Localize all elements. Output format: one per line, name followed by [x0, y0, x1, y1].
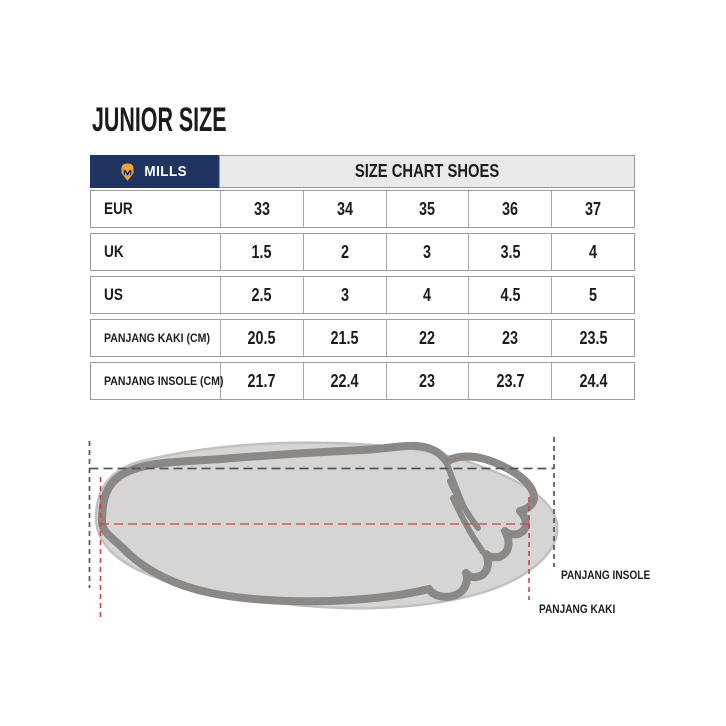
brand-name: MILLS	[144, 163, 188, 180]
size-value-cell: 3	[385, 234, 469, 270]
mills-helmet-icon	[121, 163, 134, 181]
size-value-cell: 1.5	[220, 234, 303, 270]
row-label: PANJANG INSOLE (CM)	[104, 374, 224, 388]
size-value-cell: 34	[302, 191, 386, 227]
toe-separator-lines	[444, 461, 486, 555]
table-row: EUR 33 34 35 36 37	[90, 190, 635, 228]
table-title-cell: SIZE CHART SHOES	[219, 155, 635, 188]
size-value-cell: 33	[220, 191, 303, 227]
size-value-cell: 4	[551, 234, 634, 270]
size-value-cell: 21.7	[220, 363, 303, 399]
size-value-cell: 24.4	[551, 363, 634, 399]
foot-outline	[98, 441, 538, 606]
size-value: 22	[419, 327, 436, 348]
foot-length-label: PANJANG KAKI	[539, 604, 616, 616]
size-value-cell: 2	[302, 234, 386, 270]
size-value: 34	[336, 198, 353, 219]
table-header-row: MILLS SIZE CHART SHOES	[90, 155, 635, 188]
table-row: PANJANG INSOLE (CM) 21.7 22.4 23 23.7 24.4	[90, 362, 635, 400]
row-label: EUR	[104, 199, 133, 218]
size-value: 20.5	[247, 327, 276, 348]
size-value: 23.7	[496, 370, 525, 391]
size-value: 4.5	[500, 284, 521, 305]
size-value: 21.7	[247, 370, 276, 391]
row-label-cell: PANJANG INSOLE (CM)	[91, 363, 224, 399]
size-value-cell: 21.5	[302, 320, 386, 356]
size-value: 24.4	[579, 370, 608, 391]
size-chart-table: MILLS SIZE CHART SHOES EUR 33 34 35 36 37 UK 1.…	[90, 155, 635, 400]
foot-diagram	[88, 437, 559, 619]
size-value: 23	[502, 327, 519, 348]
size-value-cell: 23	[385, 363, 469, 399]
size-value: 5	[589, 284, 598, 305]
size-value: 33	[253, 198, 270, 219]
table-body: EUR 33 34 35 36 37 UK 1.5 2 3 3.5 4 US 2.5 3 4 4.5 5 PANJA…	[90, 190, 635, 400]
row-label: UK	[104, 242, 124, 261]
size-value-cell: 3	[302, 277, 386, 313]
row-label-cell: EUR	[91, 191, 220, 227]
size-value: 4	[589, 241, 598, 262]
table-row: UK 1.5 2 3 3.5 4	[90, 233, 635, 271]
size-value-cell: 4.5	[468, 277, 551, 313]
row-label-cell: PANJANG KAKI (CM)	[91, 320, 220, 356]
size-value: 21.5	[330, 327, 359, 348]
size-value-cell: 5	[551, 277, 634, 313]
size-value: 2	[340, 241, 349, 262]
size-value: 3	[340, 284, 349, 305]
size-value-cell: 20.5	[220, 320, 303, 356]
insole-shape	[94, 441, 559, 610]
table-row: PANJANG KAKI (CM) 20.5 21.5 22 23 23.5	[90, 319, 635, 357]
size-value: 2.5	[251, 284, 272, 305]
page-title: JUNIOR SIZE	[92, 101, 227, 139]
size-value: 3	[423, 241, 432, 262]
row-label-cell: UK	[91, 234, 220, 270]
size-value: 22.4	[330, 370, 359, 391]
table-title: SIZE CHART SHOES	[354, 161, 500, 181]
size-value-cell: 23.5	[551, 320, 634, 356]
size-value-cell: 2.5	[220, 277, 303, 313]
row-label: US	[104, 285, 123, 304]
size-value-cell: 36	[468, 191, 551, 227]
insole-length-label: PANJANG INSOLE	[561, 570, 651, 582]
size-value-cell: 35	[385, 191, 469, 227]
row-label: PANJANG KAKI (CM)	[104, 331, 210, 345]
size-value-cell: 23	[468, 320, 551, 356]
size-value: 37	[585, 198, 602, 219]
size-value: 35	[419, 198, 436, 219]
size-value: 4	[423, 284, 432, 305]
size-value: 3.5	[500, 241, 521, 262]
size-value-cell: 22.4	[302, 363, 386, 399]
row-label-cell: US	[91, 277, 220, 313]
insole-measurement-lines	[88, 437, 555, 588]
size-value: 1.5	[251, 241, 272, 262]
size-value-cell: 37	[551, 191, 634, 227]
foot-length-measurement-lines	[99, 477, 530, 619]
size-value-cell: 3.5	[468, 234, 551, 270]
size-value-cell: 22	[385, 320, 469, 356]
size-value: 23	[419, 370, 436, 391]
brand-cell: MILLS	[90, 155, 219, 188]
size-value-cell: 23.7	[468, 363, 551, 399]
size-value-cell: 4	[385, 277, 469, 313]
size-value: 36	[502, 198, 519, 219]
size-value: 23.5	[579, 327, 608, 348]
table-row: US 2.5 3 4 4.5 5	[90, 276, 635, 314]
